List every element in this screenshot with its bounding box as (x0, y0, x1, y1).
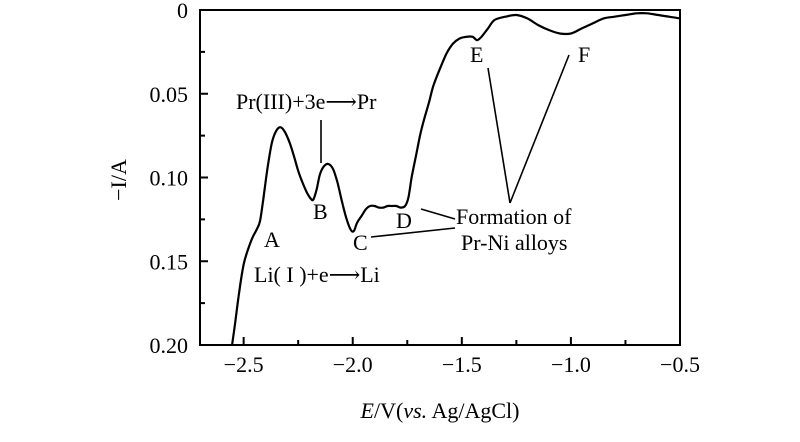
x-tick-label: −1.5 (442, 352, 482, 377)
y-axis-title: −I/A (106, 159, 131, 201)
x-tick-label: −2.0 (333, 352, 373, 377)
x-tick-label: −0.5 (660, 352, 700, 377)
y-tick-label: 0 (177, 0, 188, 23)
reaction-label-pr: Pr(III)+3e⟶Pr (236, 89, 377, 114)
x-axis-ticks: −2.5 −2.0 −1.5 −1.0 −0.5 (224, 337, 700, 377)
y-axis-ticks: 0 0.05 0.10 0.15 0.20 (150, 0, 208, 358)
plot-area-border (199, 9, 681, 346)
x-axis-title-e: E (360, 398, 375, 423)
alloy-leader-d (420, 208, 456, 220)
peak-label-a: A (264, 227, 280, 252)
peak-label-c: C (353, 230, 368, 255)
alloy-leader-c (370, 227, 456, 238)
x-axis-title-ref: Ag/AgCl) (427, 398, 519, 423)
peak-label-d: D (396, 208, 412, 233)
series-layer (231, 12, 682, 347)
reaction-label-li: Li( I )+e⟶Li (254, 262, 380, 287)
y-tick-label: 0.15 (150, 249, 189, 274)
peak-label-b: B (313, 199, 328, 224)
x-axis-title-vs: vs. (403, 398, 427, 423)
y-tick-label: 0.05 (150, 82, 189, 107)
annotation-leaders (320, 54, 570, 238)
x-tick-label: −1.0 (551, 352, 591, 377)
x-axis-title-unit: /V( (374, 398, 403, 423)
x-tick-label: −2.5 (224, 352, 264, 377)
peak-label-e: E (470, 42, 483, 67)
peak-label-f: F (578, 42, 590, 67)
alloy-leader-e (487, 67, 511, 204)
series-line-0 (231, 12, 682, 347)
y-tick-label: 0.20 (150, 333, 189, 358)
alloy-label-line1: Formation of (456, 204, 572, 229)
y-tick-label: 0.10 (150, 166, 189, 191)
alloy-leader-f (509, 54, 570, 204)
plot-frame (199, 9, 681, 346)
alloy-label-line2: Pr-Ni alloys (461, 230, 568, 255)
x-axis-title: E/V(vs. Ag/AgCl) (360, 398, 520, 423)
